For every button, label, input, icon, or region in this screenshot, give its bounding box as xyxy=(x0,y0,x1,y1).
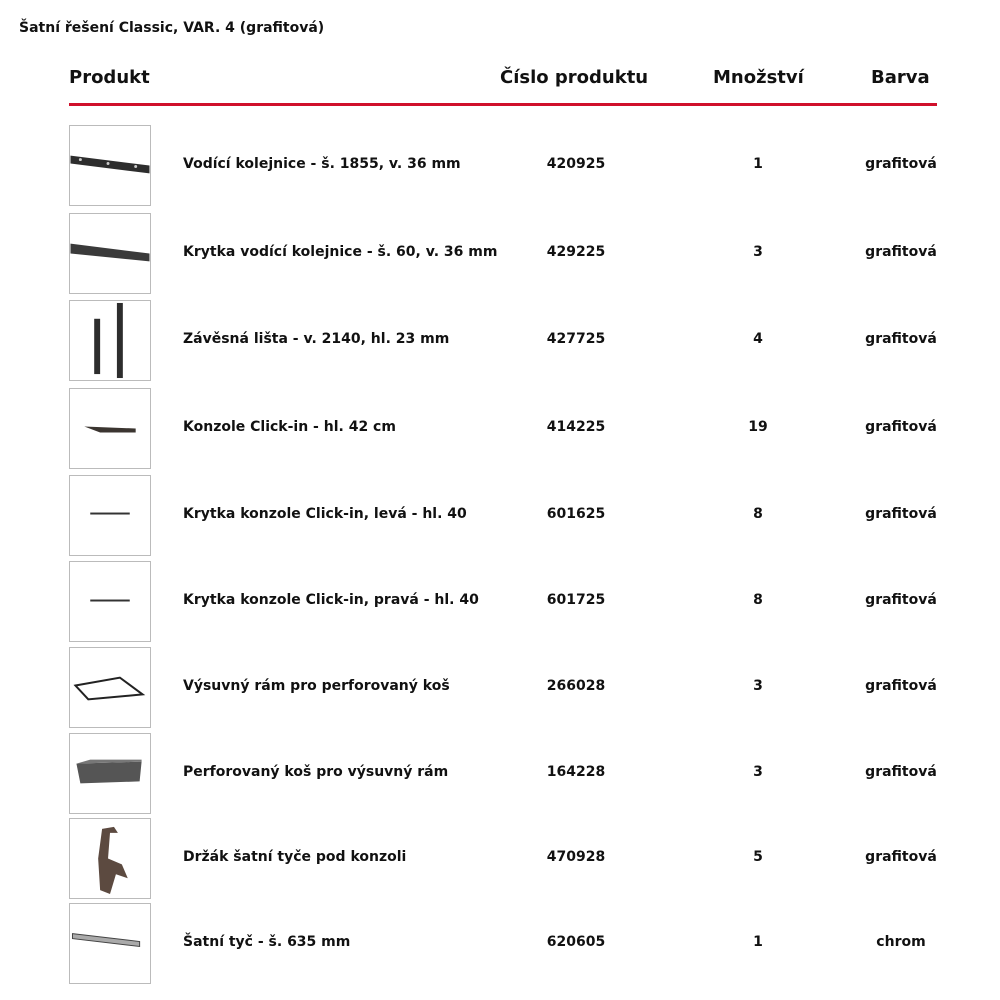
product-name: Závěsná lišta - v. 2140, hl. 23 mm xyxy=(183,331,450,347)
pullout-frame-image xyxy=(69,647,151,728)
table-row: Krytka konzole Click-in, pravá - hl. 40 … xyxy=(0,561,1000,643)
product-color: grafitová xyxy=(865,156,937,172)
product-color: grafitová xyxy=(865,244,937,260)
table-row: Krytka konzole Click-in, levá - hl. 40 6… xyxy=(0,475,1000,557)
product-name: Perforovaný koš pro výsuvný rám xyxy=(183,764,449,780)
product-color: grafitová xyxy=(865,506,937,522)
product-color: grafitová xyxy=(865,849,937,865)
product-quantity: 3 xyxy=(753,764,763,780)
product-number: 414225 xyxy=(546,419,606,435)
header-quantity: Množství xyxy=(713,67,804,88)
table-row: Vodící kolejnice - š. 1855, v. 36 mm 420… xyxy=(0,125,1000,207)
header-product: Produkt xyxy=(69,67,150,88)
product-quantity: 1 xyxy=(753,934,763,950)
product-name: Krytka konzole Click-in, levá - hl. 40 xyxy=(183,506,467,522)
product-quantity: 8 xyxy=(753,506,763,522)
bracket-image xyxy=(69,388,151,469)
product-quantity: 19 xyxy=(748,419,768,435)
table-row: Krytka vodící kolejnice - š. 60, v. 36 m… xyxy=(0,213,1000,295)
product-name: Výsuvný rám pro perforovaný koš xyxy=(183,678,450,694)
product-quantity: 3 xyxy=(753,244,763,260)
rod-holder-image xyxy=(69,818,151,899)
product-quantity: 3 xyxy=(753,678,763,694)
product-name: Konzole Click-in - hl. 42 cm xyxy=(183,419,396,435)
product-number: 470928 xyxy=(546,849,606,865)
product-color: grafitová xyxy=(865,419,937,435)
product-name: Šatní tyč - š. 635 mm xyxy=(183,934,351,950)
table-row: Šatní tyč - š. 635 mm 620605 1 chrom xyxy=(0,903,1000,985)
product-name: Krytka vodící kolejnice - š. 60, v. 36 m… xyxy=(183,244,498,260)
product-color: grafitová xyxy=(865,592,937,608)
hanging-strip-image xyxy=(69,300,151,381)
product-color: grafitová xyxy=(865,678,937,694)
product-number: 601725 xyxy=(546,592,606,608)
product-quantity: 8 xyxy=(753,592,763,608)
bracket-cover-left-image xyxy=(69,475,151,556)
product-color: chrom xyxy=(876,934,926,950)
table-row: Závěsná lišta - v. 2140, hl. 23 mm 42772… xyxy=(0,300,1000,382)
product-number: 429225 xyxy=(546,244,606,260)
product-number: 601625 xyxy=(546,506,606,522)
product-color: grafitová xyxy=(865,764,937,780)
basket-image xyxy=(69,733,151,814)
product-quantity: 4 xyxy=(753,331,763,347)
product-number: 266028 xyxy=(546,678,606,694)
product-number: 164228 xyxy=(546,764,606,780)
table-row: Konzole Click-in - hl. 42 cm 414225 19 g… xyxy=(0,388,1000,470)
rail-cover-image xyxy=(69,213,151,294)
product-name: Krytka konzole Click-in, pravá - hl. 40 xyxy=(183,592,479,608)
table-row: Držák šatní tyče pod konzoli 470928 5 gr… xyxy=(0,818,1000,900)
header-divider xyxy=(69,103,937,106)
product-name: Držák šatní tyče pod konzoli xyxy=(183,849,407,865)
rod-image xyxy=(69,903,151,984)
product-name: Vodící kolejnice - š. 1855, v. 36 mm xyxy=(183,156,461,172)
product-quantity: 5 xyxy=(753,849,763,865)
header-number: Číslo produktu xyxy=(500,67,649,88)
product-number: 420925 xyxy=(546,156,606,172)
rail-image xyxy=(69,125,151,206)
product-quantity: 1 xyxy=(753,156,763,172)
product-number: 620605 xyxy=(546,934,606,950)
page-title: Šatní řešení Classic, VAR. 4 (grafitová) xyxy=(19,20,325,36)
table-row: Výsuvný rám pro perforovaný koš 266028 3… xyxy=(0,647,1000,729)
table-row: Perforovaný koš pro výsuvný rám 164228 3… xyxy=(0,733,1000,815)
bracket-cover-right-image xyxy=(69,561,151,642)
product-color: grafitová xyxy=(865,331,937,347)
header-color: Barva xyxy=(871,67,930,88)
product-number: 427725 xyxy=(546,331,606,347)
